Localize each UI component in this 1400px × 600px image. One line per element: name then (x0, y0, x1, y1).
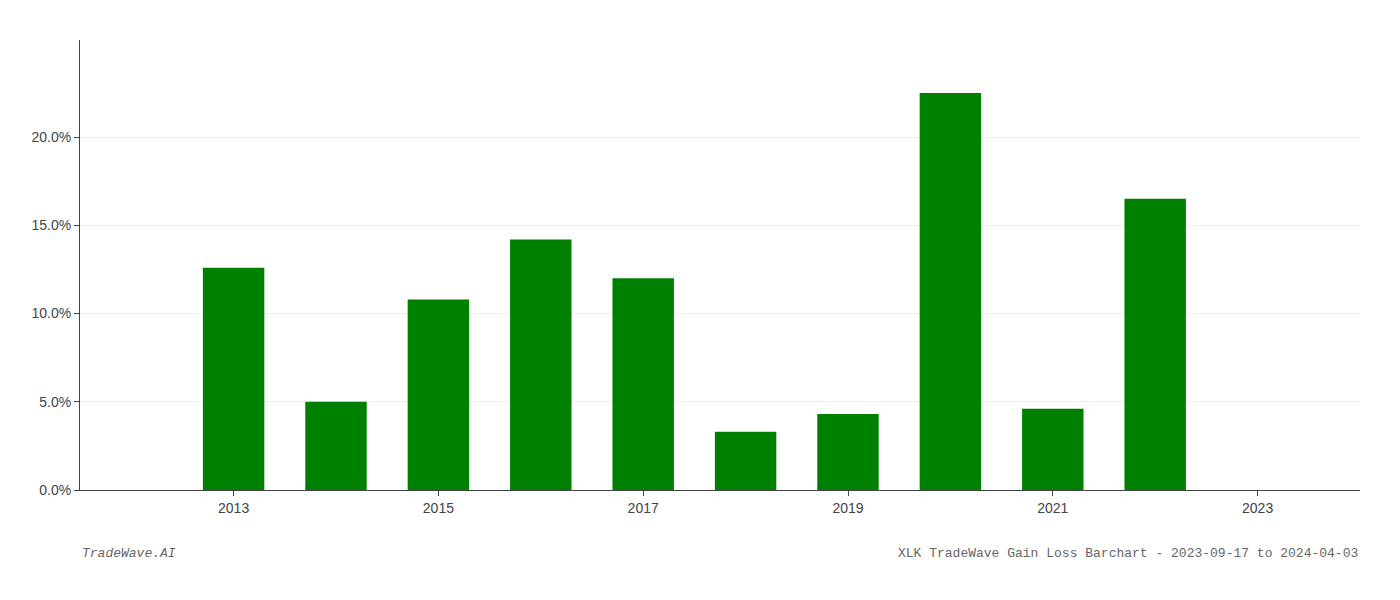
svg-text:5.0%: 5.0% (39, 394, 71, 410)
svg-text:2023: 2023 (1242, 500, 1273, 516)
svg-text:0.0%: 0.0% (39, 482, 71, 498)
svg-text:2021: 2021 (1037, 500, 1068, 516)
svg-text:2013: 2013 (218, 500, 249, 516)
svg-text:XLK TradeWave Gain Loss Barcha: XLK TradeWave Gain Loss Barchart - 2023-… (898, 546, 1358, 561)
svg-text:15.0%: 15.0% (31, 217, 71, 233)
svg-text:20.0%: 20.0% (31, 129, 71, 145)
svg-text:2019: 2019 (832, 500, 863, 516)
svg-text:TradeWave.AI: TradeWave.AI (82, 546, 176, 561)
svg-text:10.0%: 10.0% (31, 305, 71, 321)
svg-text:2015: 2015 (423, 500, 454, 516)
svg-text:2017: 2017 (628, 500, 659, 516)
